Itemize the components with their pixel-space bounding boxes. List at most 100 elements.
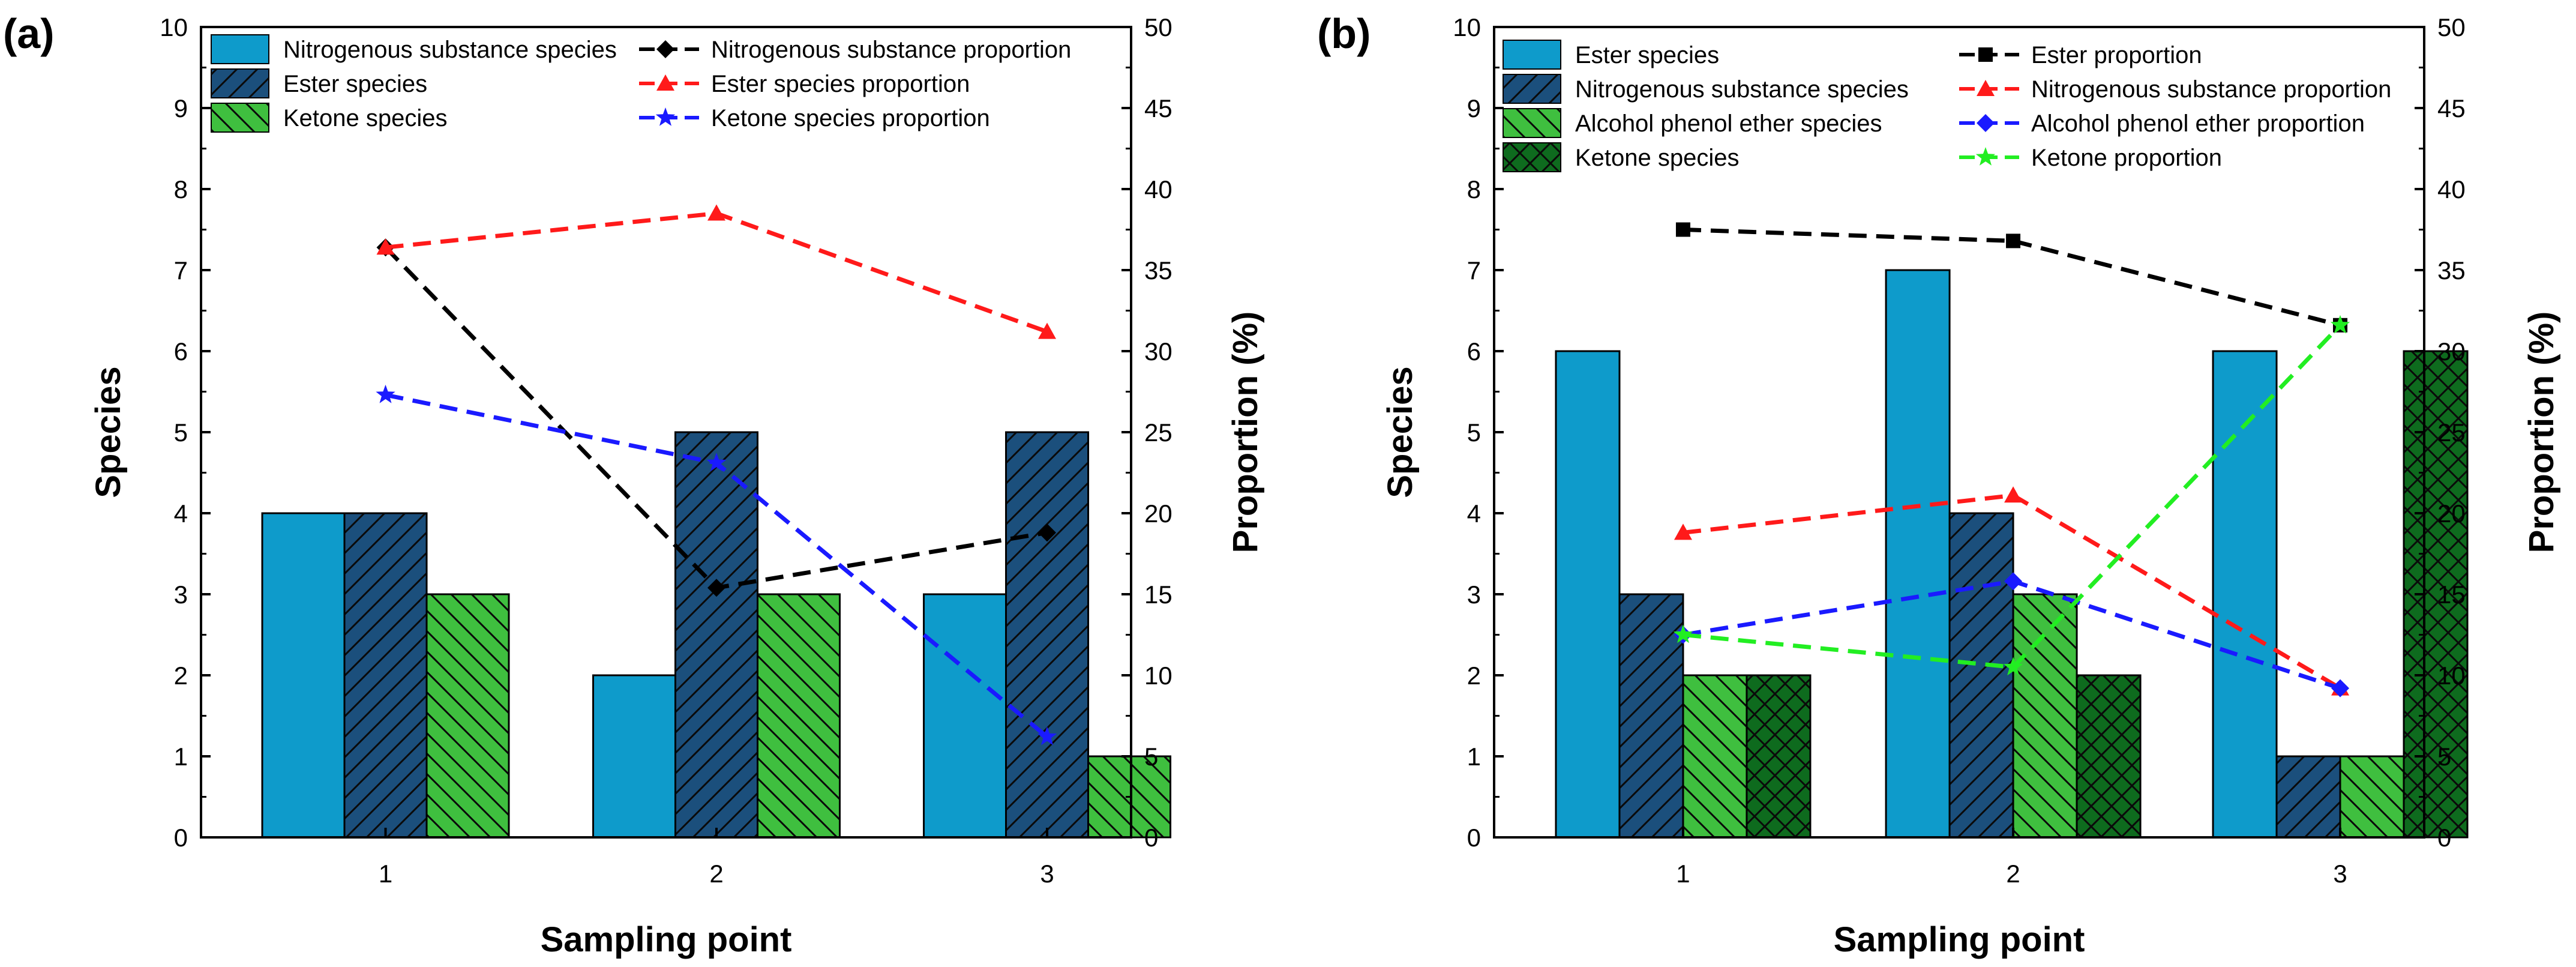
legend-marker-b-1 bbox=[1977, 80, 1995, 96]
y2tick-label-a-10: 50 bbox=[1144, 13, 1172, 41]
xlabel-a: Sampling point bbox=[541, 920, 792, 959]
y2tick-label-b-2: 10 bbox=[2437, 661, 2466, 690]
point-a-s0-c2 bbox=[1038, 523, 1057, 542]
legend-label-a-line-0: Nitrogenous substance proportion bbox=[711, 37, 1071, 63]
point-a-s2-c1 bbox=[706, 453, 727, 472]
point-b-s1-c0 bbox=[1674, 523, 1692, 540]
y2tick-label-a-2: 10 bbox=[1144, 661, 1172, 690]
y2tick-label-a-1: 5 bbox=[1144, 743, 1158, 771]
ytick-label-a-3: 3 bbox=[174, 580, 188, 609]
ytick-label-a-2: 2 bbox=[174, 661, 188, 690]
ytick-label-a-4: 4 bbox=[174, 499, 188, 528]
bar-a-s0-c1 bbox=[592, 674, 677, 839]
ytick-label-b-3: 3 bbox=[1467, 580, 1481, 609]
legend-label-b-line-0: Ester proportion bbox=[2031, 42, 2202, 68]
bar-b-s2-c0 bbox=[1682, 674, 1748, 839]
bar-a-s2-c1 bbox=[757, 593, 841, 839]
ytick-label-a-0: 0 bbox=[174, 824, 188, 852]
point-b-s3-c0 bbox=[1673, 624, 1693, 643]
xtick-label-a-0: 1 bbox=[379, 860, 392, 888]
bar-a-s2-c0 bbox=[425, 593, 510, 839]
xlabel-b: Sampling point bbox=[1834, 920, 2085, 959]
point-a-s2-c0 bbox=[376, 384, 395, 403]
y2tick-label-b-0: 0 bbox=[2437, 824, 2451, 852]
legend-swatch-a-bar-1 bbox=[211, 68, 269, 98]
bar-b-s2-c1 bbox=[2012, 593, 2078, 839]
ytick-label-b-9: 9 bbox=[1467, 94, 1481, 122]
xtick-label-b-1: 2 bbox=[2006, 860, 2020, 888]
legend-swatch-b-bar-1 bbox=[1503, 74, 1561, 104]
bar-a-s1-c1 bbox=[674, 431, 759, 839]
ytick-label-a-8: 8 bbox=[174, 175, 188, 203]
point-b-s2-c1 bbox=[2004, 572, 2023, 591]
ytick-label-b-10: 10 bbox=[1453, 13, 1481, 41]
xtick-label-a-2: 3 bbox=[1040, 860, 1054, 888]
legend-marker-b-0 bbox=[1978, 47, 1993, 62]
point-a-s1-c0 bbox=[376, 238, 395, 255]
xtick-label-b-2: 3 bbox=[2333, 860, 2347, 888]
y2tick-label-b-8: 40 bbox=[2437, 175, 2466, 203]
ytick-label-b-5: 5 bbox=[1467, 418, 1481, 447]
legend-label-b-line-2: Alcohol phenol ether proportion bbox=[2031, 110, 2365, 137]
y2tick-label-a-8: 40 bbox=[1144, 175, 1172, 203]
y2tick-label-a-9: 45 bbox=[1144, 94, 1172, 122]
ylabel-b: Species bbox=[1381, 366, 1420, 498]
bar-b-s3-c1 bbox=[2076, 674, 2142, 839]
legend-label-b-line-3: Ketone proportion bbox=[2031, 145, 2222, 171]
y2tick-label-b-10: 50 bbox=[2437, 13, 2466, 41]
panel-label-b: (b) bbox=[1317, 10, 1371, 57]
line-a-1 bbox=[385, 211, 1048, 334]
y2tick-label-b-7: 35 bbox=[2437, 256, 2466, 285]
y2tick-label-a-0: 0 bbox=[1144, 824, 1158, 852]
legend-swatch-b-bar-2 bbox=[1503, 108, 1561, 138]
legend-marker-b-2 bbox=[1977, 114, 1995, 132]
point-a-s2-c2 bbox=[1037, 726, 1057, 746]
ytick-label-a-7: 7 bbox=[174, 256, 188, 285]
y2tick-label-b-1: 5 bbox=[2437, 743, 2451, 771]
bar-b-s1-c2 bbox=[2275, 755, 2341, 839]
line-b-0 bbox=[1683, 227, 2341, 328]
ytick-label-b-7: 7 bbox=[1467, 256, 1481, 285]
legend-swatch-b-bar-0 bbox=[1503, 40, 1561, 70]
legend-swatch-a-bar-0 bbox=[211, 34, 269, 64]
ytick-label-a-10: 10 bbox=[160, 13, 188, 41]
y2tick-label-b-6: 30 bbox=[2437, 337, 2466, 366]
point-a-s0-c1 bbox=[707, 579, 726, 597]
legend-marker-b-3 bbox=[1975, 147, 1996, 166]
ytick-label-a-1: 1 bbox=[174, 743, 188, 771]
y2label-b: Proportion (%) bbox=[2522, 312, 2561, 553]
bar-a-s0-c0 bbox=[261, 512, 346, 839]
legend-swatch-b-bar-3 bbox=[1503, 142, 1561, 172]
bar-a-s1-c2 bbox=[1005, 431, 1090, 839]
bar-b-s1-c0 bbox=[1618, 593, 1684, 839]
point-b-s3-c1 bbox=[2003, 657, 2023, 676]
y2tick-label-a-6: 30 bbox=[1144, 337, 1172, 366]
ytick-label-b-0: 0 bbox=[1467, 824, 1481, 852]
y2tick-label-b-4: 20 bbox=[2437, 499, 2466, 528]
ytick-label-b-2: 2 bbox=[1467, 661, 1481, 690]
legend-label-b-bar-1: Nitrogenous substance species bbox=[1575, 76, 1909, 103]
bar-b-s3-c0 bbox=[1746, 674, 1812, 839]
y2tick-label-b-9: 45 bbox=[2437, 94, 2466, 122]
point-b-s2-c2 bbox=[2331, 679, 2350, 697]
y2tick-label-a-7: 35 bbox=[1144, 256, 1172, 285]
ytick-label-b-4: 4 bbox=[1467, 499, 1481, 528]
legend-label-b-bar-2: Alcohol phenol ether species bbox=[1575, 110, 1882, 137]
bar-b-s1-c1 bbox=[1948, 512, 2014, 839]
legend-label-a-bar-0: Nitrogenous substance species bbox=[283, 37, 617, 63]
y2label-a: Proportion (%) bbox=[1226, 312, 1265, 553]
bar-a-s1-c0 bbox=[343, 512, 428, 839]
bar-b-s3-c2 bbox=[2403, 350, 2469, 839]
legend-marker-a-1 bbox=[656, 74, 674, 91]
y2tick-label-a-4: 20 bbox=[1144, 499, 1172, 528]
legend-label-a-line-2: Ketone species proportion bbox=[711, 105, 990, 131]
legend-marker-a-0 bbox=[656, 40, 674, 58]
bar-b-s0-c1 bbox=[1885, 269, 1951, 839]
legend-label-a-bar-2: Ketone species bbox=[283, 105, 448, 131]
point-a-s1-c2 bbox=[1038, 322, 1057, 339]
point-b-s3-c2 bbox=[2330, 315, 2350, 334]
legend-swatch-a-bar-2 bbox=[211, 103, 269, 133]
